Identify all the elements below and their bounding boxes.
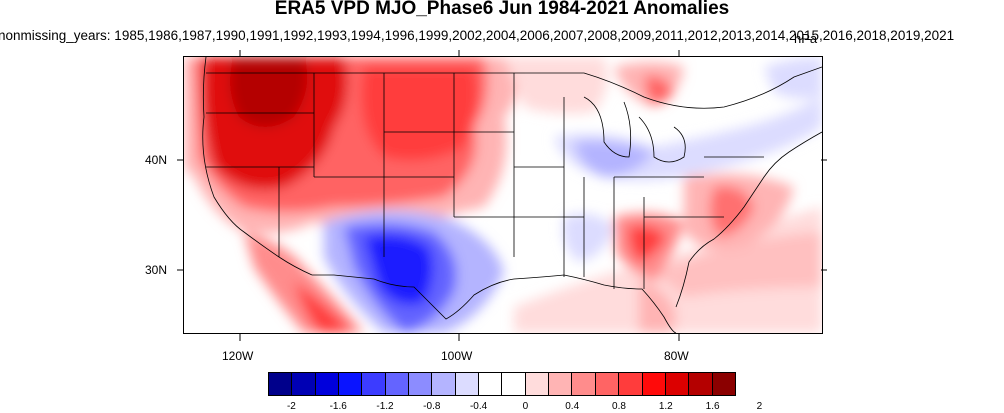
great-lakes-outline — [583, 96, 632, 158]
colorbar-label: 1.6 — [705, 401, 720, 412]
colorbar-label: -0.8 — [423, 401, 441, 412]
colorbar-box — [595, 373, 620, 395]
northern-border — [206, 66, 822, 109]
colorbar-box — [665, 373, 690, 395]
map-canvas — [184, 57, 822, 333]
pacific-coastline — [202, 57, 313, 276]
colorbar-label: 1.2 — [658, 401, 673, 412]
colorbar-box — [432, 373, 456, 395]
colorbar-box — [292, 373, 316, 395]
colorbar-box — [549, 373, 573, 395]
colorbar-box — [315, 373, 340, 395]
southern-border-gulf-coast — [312, 274, 677, 333]
colorbar-label: 0.4 — [565, 401, 580, 412]
lon-label-100w: 100W — [441, 349, 473, 363]
colorbar-box — [455, 373, 480, 395]
colorbar-box — [712, 373, 735, 395]
colorbar-box — [269, 373, 293, 395]
anomaly-map — [183, 56, 823, 334]
colorbar-box — [689, 373, 713, 395]
colorbar-box — [572, 373, 596, 395]
colorbar-box — [385, 373, 410, 395]
boundaries — [202, 57, 822, 333]
colorbar-label: 2 — [756, 401, 763, 412]
great-lakes-outline-2 — [638, 116, 686, 163]
colorbar-box — [525, 373, 550, 395]
units-label: hPa — [794, 31, 818, 46]
colorbar-box — [642, 373, 666, 395]
lat-label-40n: 40N — [145, 153, 168, 167]
colorbar-box — [339, 373, 363, 395]
anomaly-field — [184, 57, 822, 333]
colorbar — [268, 372, 736, 396]
colorbar-box — [362, 373, 386, 395]
colorbar-label: -2 — [286, 401, 296, 412]
state-lines — [206, 73, 764, 289]
colorbar-box — [409, 373, 433, 395]
colorbar-label: 0 — [522, 401, 529, 412]
colorbar-label: -1.2 — [376, 401, 394, 412]
lon-label-80w: 80W — [664, 349, 689, 363]
colorbar-box — [479, 373, 503, 395]
colorbar-label: -0.4 — [469, 401, 488, 412]
nonmissing-years-subtitle: nonmissing_years: 1985,1986,1987,1990,19… — [0, 28, 955, 43]
lat-label-30n: 30N — [145, 263, 168, 277]
colorbar-label: -1.6 — [329, 401, 347, 412]
lon-label-120w: 120W — [222, 349, 254, 363]
colorbar-box — [619, 373, 643, 395]
plot-title: ERA5 VPD MJO_Phase6 Jun 1984-2021 Anomal… — [274, 0, 730, 19]
colorbar-label: 0.8 — [612, 401, 626, 412]
atlantic-coastline — [675, 131, 822, 308]
colorbar-box — [502, 373, 526, 395]
